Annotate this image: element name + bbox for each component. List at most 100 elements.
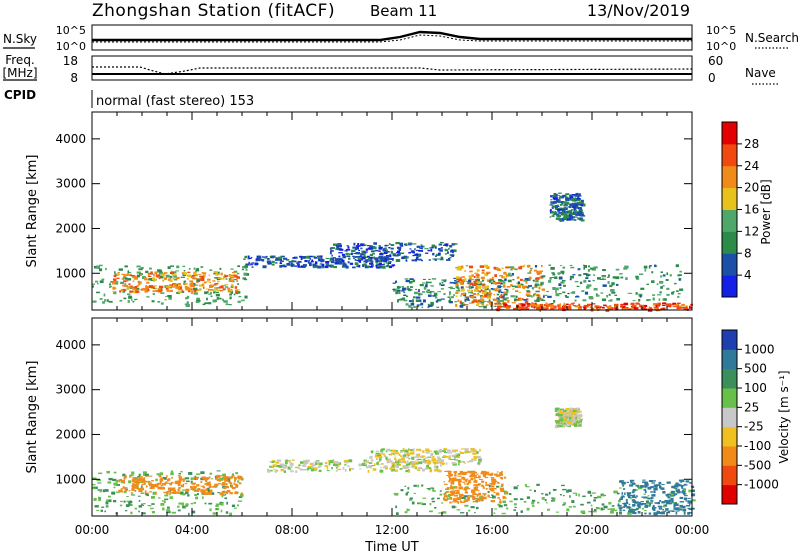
echo-cell (356, 246, 359, 250)
echo-cell (139, 273, 141, 276)
echo-cell (173, 283, 177, 286)
echo-cell (265, 255, 268, 258)
echo-cell (258, 255, 262, 259)
echo-cell (379, 253, 384, 256)
echo-cell (469, 474, 474, 477)
echo-cell (402, 447, 405, 451)
echo-cell (134, 289, 139, 291)
echo-cell (470, 450, 475, 453)
echo-cell (543, 304, 546, 307)
echo-cell (465, 450, 468, 454)
echo-cell (420, 293, 423, 296)
echo-cell (224, 284, 227, 286)
echo-cell (632, 300, 636, 302)
echo-cell (359, 260, 362, 263)
echo-cell (449, 471, 452, 473)
echo-cell (672, 502, 677, 504)
echo-cell (411, 501, 415, 505)
echo-cell (457, 287, 460, 291)
echo-cell (397, 287, 400, 289)
echo-cell (451, 501, 454, 503)
echo-cell (375, 450, 380, 452)
echo-cell (412, 243, 417, 245)
echo-cell (441, 284, 445, 286)
echo-cell (313, 256, 317, 259)
echo-cell (132, 482, 134, 485)
echo-cell (398, 453, 401, 456)
echo-cell (148, 482, 150, 485)
echo-cell (181, 489, 186, 491)
echo-cell (146, 281, 150, 284)
echo-cell (192, 486, 197, 488)
echo-cell (480, 301, 485, 304)
echo-cell (601, 494, 605, 497)
echo-cell (203, 489, 206, 492)
echo-cell (123, 274, 126, 277)
echo-cell (548, 491, 551, 495)
echo-cell (334, 262, 339, 265)
echo-cell (271, 460, 275, 462)
echo-cell (166, 478, 169, 480)
echo-cell (409, 248, 412, 250)
echo-cell (399, 298, 404, 301)
echo-cell (404, 278, 409, 280)
echo-cell (140, 492, 144, 494)
echo-cell (434, 292, 438, 295)
echo-cell (602, 269, 606, 272)
echo-cell (185, 282, 188, 285)
echo-cell (369, 259, 372, 262)
echo-cell (624, 492, 626, 495)
echo-cell (569, 214, 571, 217)
echo-cell (426, 464, 429, 467)
echo-cell (507, 279, 512, 283)
echo-cell (413, 306, 416, 308)
echo-cell (553, 307, 557, 309)
echo-cell (552, 273, 556, 276)
echo-cell (493, 482, 496, 485)
echo-cell (151, 503, 155, 505)
echo-cell (457, 299, 460, 302)
echo-cell (367, 470, 370, 473)
echo-cell (624, 308, 628, 311)
echo-cell (524, 484, 527, 487)
echo-cell (657, 302, 661, 306)
echo-cell (414, 248, 416, 250)
echo-cell (474, 471, 477, 474)
echo-cell (314, 461, 317, 463)
echo-cell (580, 510, 586, 514)
echo-cell (552, 194, 556, 197)
echo-cell (142, 481, 146, 484)
echo-cell (162, 477, 167, 480)
echo-cell (560, 265, 562, 267)
echo-cell (219, 267, 222, 270)
echo-cell (482, 474, 487, 477)
echo-cell (190, 486, 192, 489)
echo-cell (570, 204, 575, 207)
echo-cell (153, 278, 157, 282)
echo-cell (526, 286, 530, 289)
echo-cell (169, 279, 173, 282)
echo-cell (358, 249, 361, 252)
echo-cell (572, 419, 577, 422)
echo-cell (408, 470, 411, 473)
echo-cell (540, 298, 544, 301)
echo-cell (491, 489, 494, 491)
echo-cell (422, 497, 427, 499)
echo-cell (641, 508, 644, 510)
echo-cell (335, 469, 338, 472)
echo-cell (576, 423, 579, 426)
echo-cell (360, 256, 364, 258)
echo-cell (427, 488, 431, 491)
echo-cell (185, 488, 190, 492)
echo-cell (184, 303, 188, 305)
echo-cell (628, 494, 630, 497)
echo-cell (200, 471, 205, 474)
echo-cell (332, 260, 335, 263)
echo-cell (595, 293, 598, 295)
echo-cell (451, 287, 455, 289)
echo-cell (489, 496, 493, 498)
echo-cell (215, 505, 219, 507)
echo-cell (414, 253, 419, 256)
echo-cell (398, 248, 401, 251)
echo-cell (672, 302, 676, 305)
